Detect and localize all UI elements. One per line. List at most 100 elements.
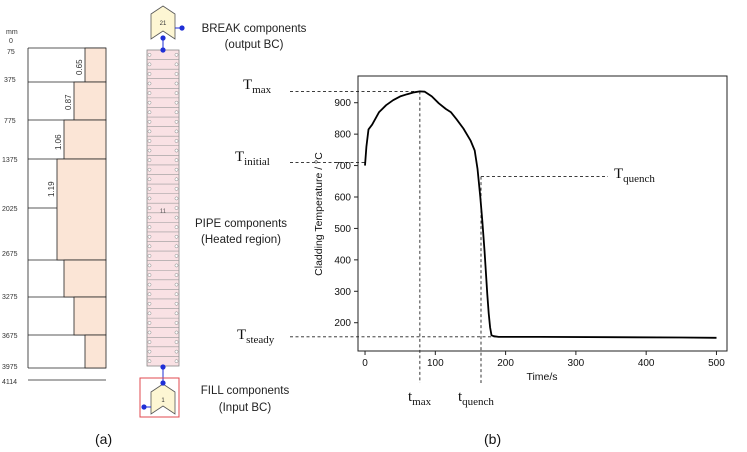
fill-junction-node bbox=[141, 404, 147, 410]
x-tick-label: 300 bbox=[568, 358, 585, 369]
tquench-label: Tquench bbox=[614, 166, 655, 185]
pipe-cell-marker bbox=[147, 244, 152, 249]
pipe-cell-marker bbox=[147, 177, 152, 182]
pipe-cell-marker bbox=[147, 263, 152, 268]
pipe-cell-marker bbox=[174, 119, 179, 124]
pipe-cell-marker bbox=[174, 244, 179, 249]
pipe-cell-marker bbox=[147, 139, 152, 143]
panel-b-caption: (b) bbox=[484, 431, 501, 447]
tick-label: 4114 bbox=[2, 379, 17, 386]
pipe-cell-marker bbox=[147, 62, 152, 67]
tick-label: 3675 bbox=[2, 333, 18, 340]
power-factor-label: 0.65 bbox=[75, 59, 84, 75]
power-bar bbox=[73, 81, 107, 121]
pipe-cell-marker bbox=[147, 330, 152, 335]
tick-label: 3275 bbox=[2, 294, 18, 301]
x-tick-label: 500 bbox=[708, 358, 725, 369]
pipe-cell-marker bbox=[147, 196, 152, 201]
pipe-label-line1: PIPE components bbox=[195, 218, 287, 230]
x-axis-label: Time/s bbox=[526, 371, 557, 383]
pipe-cell-marker bbox=[147, 100, 152, 105]
pipe-cell-marker bbox=[174, 359, 179, 364]
pipe-cell-marker bbox=[174, 72, 179, 76]
fill-junction-node bbox=[160, 380, 166, 386]
tick-label: 0 bbox=[9, 38, 13, 45]
pipe-cell-marker bbox=[174, 167, 179, 172]
tick-label: 2025 bbox=[2, 206, 18, 213]
break-label-line1: BREAK components bbox=[202, 23, 307, 35]
pipe-cell-marker bbox=[147, 119, 152, 124]
fill-label-line1: FILL components bbox=[201, 385, 290, 397]
pipe-junction-node bbox=[160, 47, 166, 53]
tsteady-label: Tsteady bbox=[237, 327, 275, 346]
fill-id: 1 bbox=[161, 398, 165, 404]
x-tick-label: 0 bbox=[362, 358, 368, 369]
y-tick-label: 900 bbox=[334, 98, 351, 109]
pipe-cell-marker bbox=[174, 225, 179, 230]
component-model: 21 11 1 BREAK components (output BC) PIP… bbox=[139, 5, 307, 418]
tick-label: 775 bbox=[4, 118, 16, 125]
pipe-cell-marker bbox=[147, 301, 152, 306]
pipe-cell-marker bbox=[147, 234, 152, 239]
temperature-chart: 0 100 200 300 400 500 200 300 400 500 600 700 800 900… bbox=[235, 75, 728, 447]
axis-ticks: 0 100 200 300 400 500 200 300 400 500 600 700 800 900 bbox=[334, 98, 725, 369]
tmax-temperature-label: Tmax bbox=[243, 77, 272, 96]
fill-component: 1 bbox=[139, 377, 180, 418]
break-id: 21 bbox=[160, 21, 167, 27]
break-junction-node bbox=[179, 25, 185, 31]
pipe-cell-marker bbox=[174, 340, 179, 344]
annotations: Tmax Tinitial Tquench Tsteady tmax tquench bbox=[235, 77, 655, 408]
tick-label: 375 bbox=[4, 77, 16, 84]
break-junction-node bbox=[160, 35, 166, 41]
pipe-cell-marker bbox=[147, 311, 152, 316]
pipe-cell-marker bbox=[174, 234, 179, 239]
pipe-cell-marker bbox=[147, 321, 152, 325]
power-bars bbox=[56, 47, 107, 369]
pipe-cell-marker bbox=[174, 349, 179, 354]
pipe-cell-marker bbox=[174, 129, 179, 134]
pipe-cell-marker bbox=[147, 81, 152, 86]
y-tick-label: 300 bbox=[334, 287, 351, 298]
pipe-cell-marker bbox=[174, 110, 179, 115]
pipe-cell-marker bbox=[174, 186, 179, 191]
pipe-component: 11 bbox=[146, 49, 180, 367]
y-tick-label: 500 bbox=[334, 224, 351, 235]
pipe-cell-marker bbox=[174, 158, 179, 162]
power-bar bbox=[73, 296, 107, 336]
tick-label: 75 bbox=[7, 49, 15, 56]
pipe-cell-marker bbox=[147, 129, 152, 134]
axial-profile: mm 0 75 375 775 1375 2025 2675 3275 3675… bbox=[2, 29, 112, 447]
plot-frame bbox=[357, 75, 728, 352]
power-bar bbox=[84, 334, 107, 369]
break-label-line2: (output BC) bbox=[225, 39, 284, 51]
pipe-cell-marker bbox=[147, 273, 152, 277]
pipe-cell-marker bbox=[174, 100, 179, 105]
power-factor-label: 1.06 bbox=[54, 134, 63, 150]
pipe-cell-marker bbox=[147, 292, 152, 297]
pipe-cell-marker bbox=[147, 282, 152, 287]
tick-label: 2675 bbox=[2, 251, 18, 258]
pipe-cell-marker bbox=[147, 340, 152, 344]
x-tick-label: 100 bbox=[427, 358, 444, 369]
tick-label: 3975 bbox=[2, 364, 18, 371]
pipe-cell-marker bbox=[174, 52, 179, 57]
pipe-cell-marker bbox=[174, 196, 179, 201]
pipe-cell-marker bbox=[174, 263, 179, 268]
y-tick-label: 700 bbox=[334, 161, 351, 172]
pipe-cell-marker bbox=[174, 91, 179, 95]
x-tick-label: 400 bbox=[638, 358, 655, 369]
pipe-cell-marker bbox=[174, 206, 179, 210]
pipe-cell-marker bbox=[147, 254, 152, 258]
pipe-cell-marker bbox=[174, 301, 179, 306]
pipe-cell-marker bbox=[147, 215, 152, 220]
power-bar bbox=[56, 158, 107, 261]
pipe-cell-marker bbox=[147, 52, 152, 57]
tmax-time-label: tmax bbox=[408, 389, 432, 408]
pipe-cell-marker bbox=[147, 206, 152, 210]
tick-label: 1375 bbox=[2, 157, 18, 164]
pipe-cell-marker bbox=[174, 330, 179, 335]
pipe-label-line2: (Heated region) bbox=[201, 234, 281, 246]
pipe-cell-marker bbox=[174, 311, 179, 316]
pipe-cell-marker bbox=[147, 158, 152, 162]
